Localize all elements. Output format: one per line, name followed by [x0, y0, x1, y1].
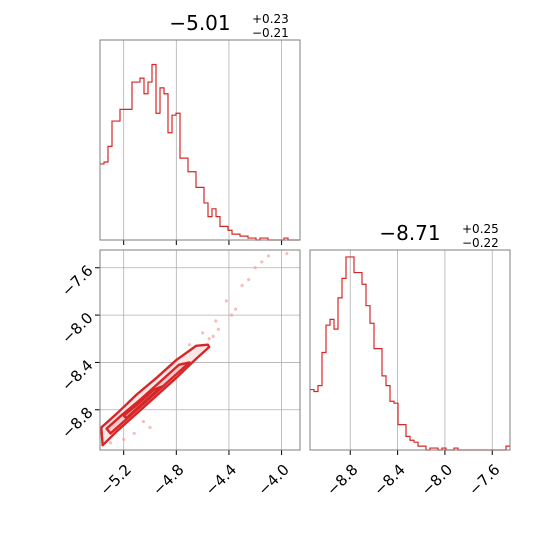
x-tick-label: −8.8 [323, 461, 361, 499]
scatter-point [260, 260, 264, 264]
scatter-point [247, 277, 251, 282]
scatter-point [216, 327, 221, 331]
histogram-step [310, 256, 510, 451]
scatter-point [207, 337, 211, 341]
scatter-point [108, 441, 113, 445]
x-tick-label: −4.0 [254, 461, 292, 499]
x-tick-label: −4.8 [149, 461, 187, 499]
scatter-point [266, 254, 271, 258]
scatter-point [229, 313, 234, 317]
scatter-point [211, 334, 215, 338]
scatter-point [122, 437, 126, 441]
x-tick-label: −5.2 [97, 461, 135, 499]
scatter-point [187, 343, 192, 347]
scatter-point [224, 299, 228, 303]
y-tick-label: −7.6 [58, 262, 96, 300]
histogram-title-param2: −8.71 [379, 221, 440, 245]
scatter-point [253, 266, 257, 270]
scatter-point [132, 431, 136, 436]
contour-panel: −5.2 −4.8 −4.4 −4.0 −7.6 −8.0 −8.4 −8.8 [58, 249, 301, 499]
histogram-title-sub-param1: −0.21 [252, 26, 289, 40]
x-tick-label: −8.4 [370, 461, 408, 499]
y-tick-label: −8.0 [58, 309, 96, 347]
scatter-point [141, 419, 146, 424]
x-tick-label: −8.0 [418, 461, 456, 499]
histogram-title-sub-param2: −0.22 [462, 236, 499, 250]
histogram-title-sup-param1: +0.23 [252, 12, 289, 26]
scatter-point [148, 425, 152, 430]
plot-frame [99, 39, 301, 241]
x-tick-label: −7.6 [465, 461, 503, 499]
histogram-step [100, 63, 300, 241]
x-tick-label: −4.4 [202, 461, 240, 499]
scatter-point [240, 283, 244, 288]
y-tick-label: −8.8 [58, 404, 96, 442]
density-contour [100, 343, 211, 447]
plot-frame [99, 249, 301, 451]
scatter-point [201, 331, 205, 335]
scatter-point [233, 307, 238, 311]
histogram-panel-param2: −8.8 −8.4 −8.0 −7.6 [309, 249, 511, 499]
histogram-title-sup-param2: +0.25 [462, 222, 499, 236]
scatter-point [214, 319, 218, 323]
histogram-title-param1: −5.01 [169, 11, 230, 35]
plot-frame [309, 249, 511, 451]
density-contour [122, 384, 165, 420]
y-tick-label: −8.4 [58, 356, 96, 394]
scatter-point [285, 251, 289, 256]
histogram-panel-param1 [99, 39, 301, 245]
